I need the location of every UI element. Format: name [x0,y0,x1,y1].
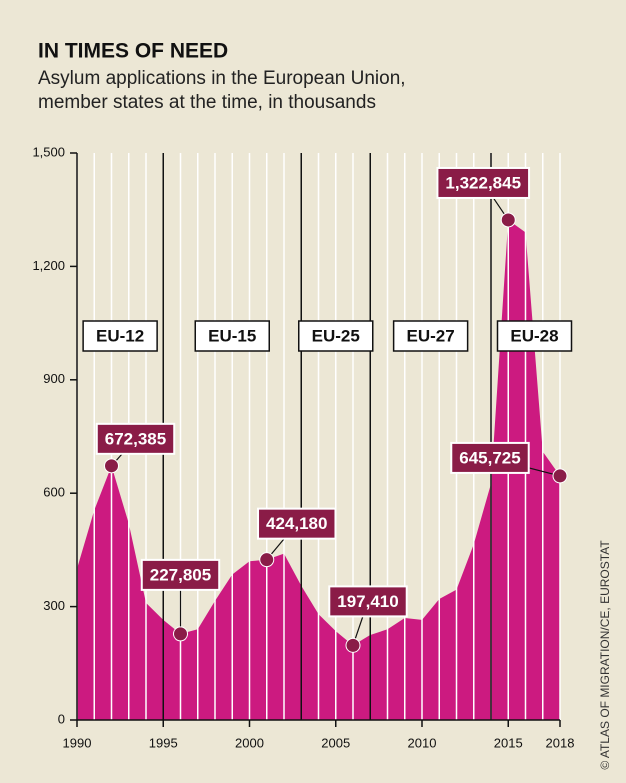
label-box [95,422,176,455]
chart-subtitle: Asylum applications in the European Unio… [38,68,406,89]
era-box [496,320,573,352]
y-tick-label: 1,500 [32,144,65,159]
era-box [194,320,270,352]
label-box [328,585,408,618]
era-label: EU-15 [208,326,256,345]
y-tick-label: 900 [43,371,65,386]
x-tick-label: 2015 [494,735,523,750]
data-label: 645,725 [459,448,520,467]
data-point [345,637,361,653]
data-point [104,458,119,474]
chart-title: IN TIMES OF NEED [38,40,228,63]
era-label: EU-25 [312,326,360,345]
label-box [140,558,221,591]
era-box [392,320,469,352]
era-label: EU-27 [407,326,455,345]
y-tick-label: 1,200 [32,258,65,273]
y-tick-label: 300 [43,598,65,613]
label-box [257,507,337,540]
era-label: EU-12 [96,326,144,345]
x-tick-label: 2005 [321,735,350,750]
data-label: 197,410 [337,592,398,611]
y-tick-label: 600 [43,485,65,500]
x-tick-label: 2010 [408,735,437,750]
label-box [450,441,530,474]
data-point [552,468,568,484]
data-label: 672,385 [105,429,166,448]
x-tick-label: 2000 [235,735,264,750]
source: © ATLAS OF MIGRATION/CE, EUROSTAT [598,540,612,770]
y-tick-label: 0 [58,711,65,726]
data-point [259,552,275,568]
x-tick-label: 2018 [546,735,575,750]
data-point [173,626,188,642]
era-box [82,320,158,352]
data-label: 1,322,845 [445,173,521,192]
label-box [436,166,531,199]
chart-subtitle: member states at the time, in thousands [38,92,376,113]
data-label: 227,805 [150,565,211,584]
data-label: 424,180 [266,514,327,533]
x-tick-label: 1995 [149,735,178,750]
x-tick-label: 1990 [63,735,92,750]
era-box [298,320,374,352]
era-label: EU-28 [510,326,558,345]
data-point [500,212,516,228]
